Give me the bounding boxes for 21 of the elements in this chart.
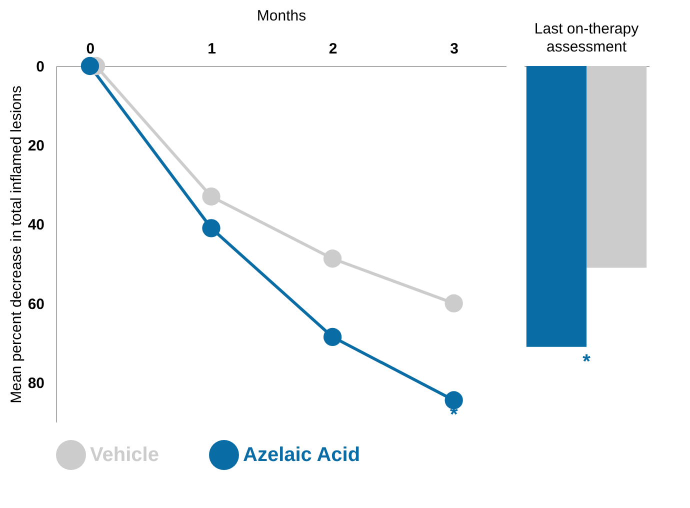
y-tick-label: 60 xyxy=(28,296,44,313)
x-tick-label: Last on-therapy assessment xyxy=(534,20,640,56)
point xyxy=(80,56,100,76)
y-tick-label: 0 xyxy=(36,58,44,76)
y-tick-label: 40 xyxy=(28,216,44,234)
point xyxy=(202,219,220,238)
point xyxy=(202,187,220,206)
x-tick-label: 1 xyxy=(208,40,216,58)
point xyxy=(444,294,463,312)
y-tick-label: 80 xyxy=(28,374,44,392)
legend-label: Azelaic Acid xyxy=(243,444,360,466)
x-tick-label: 2 xyxy=(328,40,338,58)
annotation: * xyxy=(582,350,591,373)
point xyxy=(323,250,342,268)
x-tick-label: 0 xyxy=(86,40,95,58)
x-tick-label: 3 xyxy=(450,40,459,58)
point xyxy=(323,328,342,346)
y-axis-title: Mean percent decrease in total inflamed lesions xyxy=(8,86,25,404)
point xyxy=(444,391,463,410)
x-axis-title: Months xyxy=(256,8,306,24)
y-tick-label: 20 xyxy=(28,138,44,155)
